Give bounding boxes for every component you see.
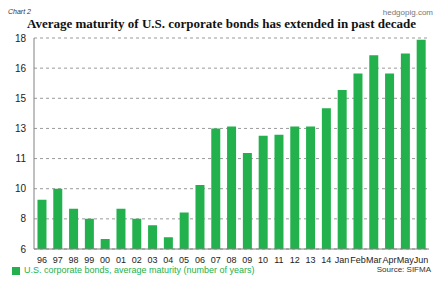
html-text:U.S. corporate bonds, average: U.S. corporate bonds, average maturity (… xyxy=(24,265,255,275)
svg-text:6: 6 xyxy=(20,244,26,255)
svg-text:10: 10 xyxy=(15,183,27,194)
svg-text:Apr: Apr xyxy=(382,255,396,265)
svg-text:11: 11 xyxy=(16,153,27,164)
svg-text:06: 06 xyxy=(195,255,205,265)
html-text:Source: SIFMA: Source: SIFMA xyxy=(376,265,431,274)
html-text:hedgopig.com: hedgopig.com xyxy=(382,8,433,17)
svg-text:Mar: Mar xyxy=(366,255,382,265)
svg-text:01: 01 xyxy=(116,255,126,265)
svg-text:98: 98 xyxy=(68,255,78,265)
svg-text:18: 18 xyxy=(15,33,27,44)
svg-text:09: 09 xyxy=(242,255,252,265)
svg-text:Jan: Jan xyxy=(335,255,350,265)
svg-text:99: 99 xyxy=(84,255,94,265)
svg-text:16: 16 xyxy=(15,63,27,74)
html-text:Chart 2: Chart 2 xyxy=(8,8,31,15)
svg-text:May: May xyxy=(397,255,415,265)
svg-text:08: 08 xyxy=(226,255,236,265)
svg-text:05: 05 xyxy=(179,255,189,265)
svg-text:02: 02 xyxy=(132,255,142,265)
svg-text:07: 07 xyxy=(211,255,221,265)
svg-text:03: 03 xyxy=(147,255,157,265)
svg-text:04: 04 xyxy=(163,255,173,265)
svg-text:15: 15 xyxy=(15,93,27,104)
svg-text:00: 00 xyxy=(100,255,110,265)
svg-text:11: 11 xyxy=(274,255,283,265)
svg-text:12: 12 xyxy=(290,255,300,265)
svg-text:96: 96 xyxy=(37,255,47,265)
svg-text:Feb: Feb xyxy=(350,255,366,265)
svg-text:14: 14 xyxy=(321,255,331,265)
svg-text:97: 97 xyxy=(53,255,63,265)
svg-text:8: 8 xyxy=(20,213,26,224)
html-text:Average maturity of U.S. corpo: Average maturity of U.S. corporate bonds… xyxy=(27,16,416,31)
svg-text:13: 13 xyxy=(305,255,315,265)
svg-text:Jun: Jun xyxy=(414,255,429,265)
svg-text:10: 10 xyxy=(258,255,268,265)
svg-text:13: 13 xyxy=(15,123,27,134)
